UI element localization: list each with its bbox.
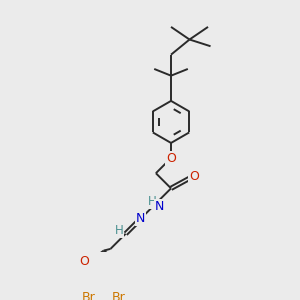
Text: N: N <box>154 200 164 213</box>
Text: O: O <box>166 152 176 165</box>
Text: O: O <box>80 254 89 268</box>
Text: H: H <box>115 224 123 237</box>
Text: N: N <box>136 212 146 225</box>
Text: O: O <box>189 170 199 183</box>
Text: Br: Br <box>82 291 96 300</box>
Text: Br: Br <box>112 291 125 300</box>
Text: H: H <box>148 195 157 208</box>
